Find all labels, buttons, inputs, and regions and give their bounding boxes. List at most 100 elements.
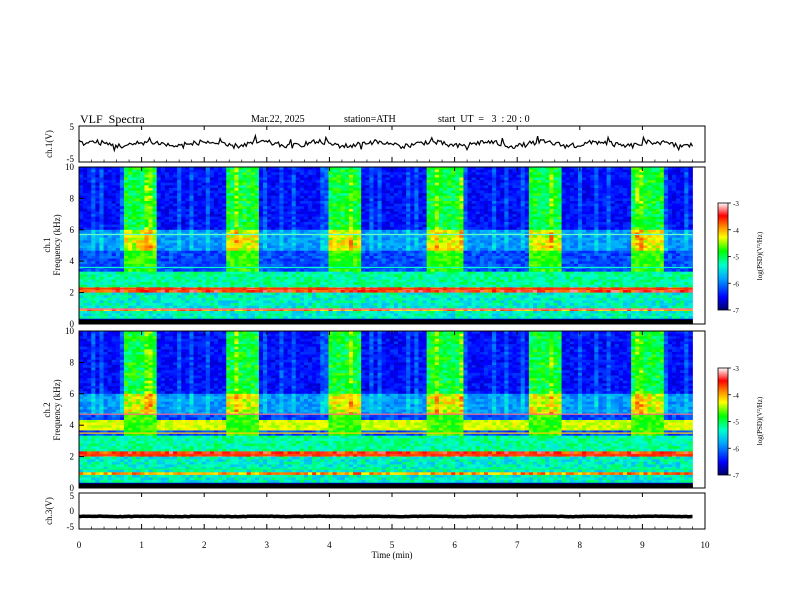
spec1-cell <box>312 203 317 207</box>
spec1-cell <box>393 261 399 265</box>
spec1-cell <box>389 292 395 296</box>
spec1-cell <box>173 180 178 184</box>
spec1-cell <box>148 229 154 233</box>
spec1-cell <box>365 216 370 220</box>
spec1-cell <box>99 289 104 293</box>
spec1-cell <box>340 300 346 304</box>
spec1-cell <box>103 258 109 262</box>
spec1-cell <box>128 169 133 173</box>
spec1-cell <box>213 177 219 181</box>
spec1-cell <box>230 292 235 296</box>
spec1-cell <box>324 227 329 231</box>
spec1-cell <box>234 250 239 254</box>
spec1-cell <box>119 224 125 228</box>
spec1-cell <box>340 310 346 314</box>
spec1-cell <box>332 221 338 225</box>
spec1-cell <box>373 211 378 215</box>
spec1-cell <box>406 201 411 205</box>
spec1-cell <box>156 305 162 309</box>
spec1-cell <box>308 190 313 194</box>
spec1-cell <box>357 250 362 254</box>
spec1-cell <box>250 180 256 184</box>
spec1-cell <box>250 169 256 173</box>
spec1-cell <box>132 185 137 189</box>
spec1-cell <box>218 308 223 312</box>
spec1-cell <box>402 297 407 301</box>
spec1-cell <box>303 292 309 296</box>
spec1-cell <box>218 208 223 212</box>
spec1-cell <box>357 316 362 320</box>
spec1-cell <box>91 229 96 233</box>
spec1-cell <box>197 174 203 178</box>
spec1-cell <box>83 292 88 296</box>
spec1-cell <box>398 214 403 218</box>
spec1-cell <box>389 185 395 189</box>
spec1-cell <box>222 313 227 317</box>
spec1-cell <box>111 250 117 254</box>
spec1-cell <box>308 182 313 186</box>
spec1-cell <box>205 248 211 252</box>
spec1-cell <box>156 208 162 212</box>
spec1-cell <box>201 201 207 205</box>
spec1-cell <box>389 211 395 215</box>
spec1-cell <box>209 211 215 215</box>
spec1-cell <box>414 229 419 233</box>
spec1-cell <box>246 308 252 312</box>
spec1-cell <box>332 169 338 173</box>
spec1-cell <box>406 282 411 286</box>
spec1-cell <box>119 245 125 249</box>
spec1-cell <box>209 274 215 278</box>
spec1-cell <box>312 198 317 202</box>
spec1-cell <box>173 219 178 223</box>
spec1-cell <box>258 190 264 194</box>
spec1-cell <box>87 263 92 267</box>
spec1-cell <box>242 255 248 259</box>
spec1-cell <box>414 180 419 184</box>
spec1-cell <box>275 180 280 184</box>
spec1-cell <box>213 180 219 184</box>
spec1-cell <box>181 208 186 212</box>
spec1-cell <box>283 198 288 202</box>
spec1-cell <box>156 253 162 257</box>
spec1-cell <box>295 224 301 228</box>
spec1-cell <box>87 261 92 265</box>
spec1-cell <box>246 206 252 210</box>
spec1-cell <box>238 274 243 278</box>
spec1-cell <box>234 187 239 191</box>
spec1-cell <box>299 206 305 210</box>
spec1-cell <box>357 190 362 194</box>
spec1-cell <box>377 208 383 212</box>
spec1-cell <box>140 235 145 239</box>
spec1-cell <box>263 303 268 307</box>
spec1-cell <box>173 300 178 304</box>
spec1-cell <box>324 242 329 246</box>
spec1-cell <box>287 261 293 265</box>
spec1-cell <box>152 269 158 273</box>
spec1-cell <box>332 211 338 215</box>
spec1-cell <box>254 274 260 278</box>
spec1-cell <box>254 224 260 228</box>
spec1-cell <box>79 303 84 307</box>
spec1-cell <box>344 180 350 184</box>
spec1-cell <box>348 216 354 220</box>
spec1-cell <box>320 190 325 194</box>
spec1-cell <box>348 221 354 225</box>
spec1-cell <box>332 182 338 186</box>
spec1-cell <box>197 167 203 171</box>
spec1-cell <box>336 201 342 205</box>
spec1-cell <box>99 258 104 262</box>
spec1-cell <box>348 295 354 299</box>
spec1-cell <box>177 216 182 220</box>
spec1-cell <box>205 245 211 249</box>
spec1-cell <box>258 216 264 220</box>
spec1-cell <box>103 305 109 309</box>
spec1-cell <box>218 263 223 267</box>
spec1-cell <box>316 195 321 199</box>
spec1-cell <box>111 255 117 259</box>
spec1-cell <box>377 276 383 280</box>
spec1-cell <box>79 316 84 320</box>
spec1-cell <box>381 242 387 246</box>
spec1-cell <box>197 203 203 207</box>
spec1-cell <box>361 235 366 239</box>
spec1-cell <box>275 211 280 215</box>
